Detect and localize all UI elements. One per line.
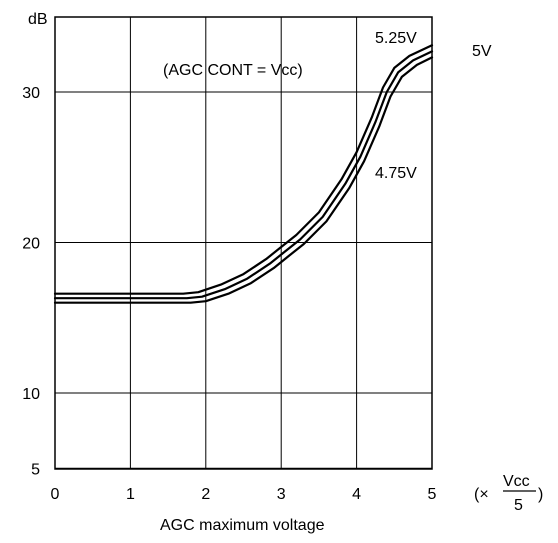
series-line-5-25v [53,44,434,295]
plot-frame [54,16,433,470]
x-tick-label: 5 [428,486,437,503]
y-tick-label: 30 [22,85,40,102]
x-unit-numerator: Vcc [503,473,530,490]
x-tick-labels: 0 1 2 3 4 5 [51,486,437,503]
x-unit-suffix: ) [538,486,543,503]
series-line-5v [53,50,434,300]
y-tick-label: 5 [31,461,40,478]
x-unit-denominator: 5 [514,497,523,514]
series-line-4-75v [53,56,434,304]
x-axis-label: AGC maximum voltage [160,517,325,534]
x-tick-label: 2 [201,486,210,503]
x-tick-label: 0 [51,486,60,503]
x-tick-label: 1 [126,486,135,503]
annotation: (AGC CONT = Vcc) [163,62,303,79]
y-tick-label: 20 [22,236,40,253]
series-label-5-25v: 5.25V [375,30,417,47]
x-unit-prefix: (× [474,486,489,503]
y-axis-label: dB [28,11,48,28]
grid-lines [55,17,432,469]
series-label-4-75v: 4.75V [375,165,417,182]
x-tick-label: 3 [277,486,286,503]
x-tick-label: 4 [352,486,361,503]
series-layer [53,44,434,304]
series-label-5v: 5V [472,43,492,60]
y-tick-label: 10 [22,386,40,403]
x-unit: (× Vcc 5 ) [474,473,543,514]
y-tick-labels: 5 10 20 30 [22,85,40,478]
